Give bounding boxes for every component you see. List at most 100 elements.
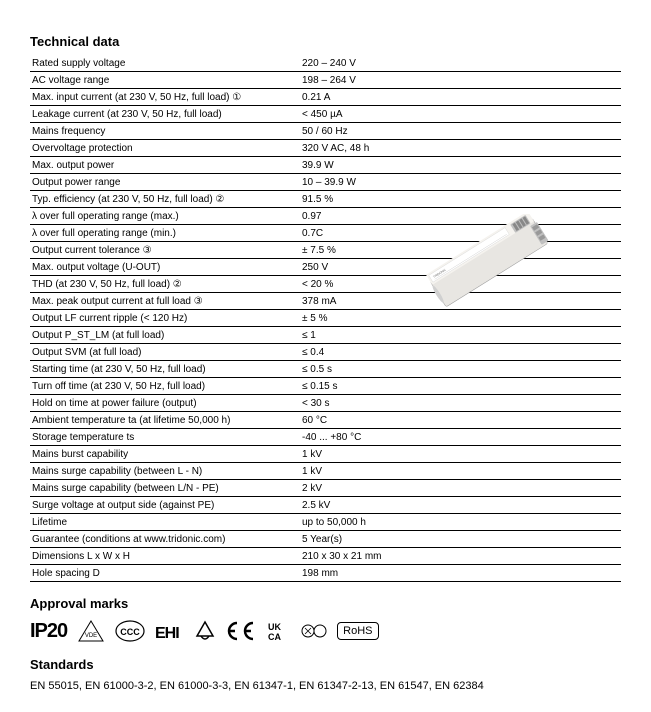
spec-label: Guarantee (conditions at www.tridonic.co… <box>30 531 300 548</box>
ce-mark-icon <box>227 620 257 642</box>
spec-value: 2 kV <box>300 480 621 497</box>
spec-label: Leakage current (at 230 V, 50 Hz, full l… <box>30 106 300 123</box>
spec-label: Lifetime <box>30 514 300 531</box>
spec-value: 220 – 240 V <box>300 55 621 72</box>
table-row: Rated supply voltage220 – 240 V <box>30 55 621 72</box>
spec-value: -40 ... +80 °C <box>300 429 621 446</box>
table-row: Guarantee (conditions at www.tridonic.co… <box>30 531 621 548</box>
spec-label: Output LF current ripple (< 120 Hz) <box>30 310 300 327</box>
table-row: Mains surge capability (between L/N - PE… <box>30 480 621 497</box>
spec-value: < 20 % <box>300 276 621 293</box>
selv-mark-icon <box>301 620 327 642</box>
spec-label: Dimensions L x W x H <box>30 548 300 565</box>
table-row: Max. peak output current at full load ③3… <box>30 293 621 310</box>
vde-mark-icon: VDE <box>77 619 105 643</box>
spec-value: up to 50,000 h <box>300 514 621 531</box>
spec-value: 2.5 kV <box>300 497 621 514</box>
spec-value: < 450 µA <box>300 106 621 123</box>
spec-value: 198 – 264 V <box>300 72 621 89</box>
spec-label: Rated supply voltage <box>30 55 300 72</box>
standards-title: Standards <box>30 657 621 672</box>
table-row: Turn off time (at 230 V, 50 Hz, full loa… <box>30 378 621 395</box>
spec-value: 91.5 % <box>300 191 621 208</box>
spec-value: ± 5 % <box>300 310 621 327</box>
spec-value: 50 / 60 Hz <box>300 123 621 140</box>
spec-value: ≤ 0.5 s <box>300 361 621 378</box>
approval-marks-row: IP20 VDE CCC EHI <box>30 619 621 643</box>
spec-label: THD (at 230 V, 50 Hz, full load) ② <box>30 276 300 293</box>
spec-label: Max. output voltage (U-OUT) <box>30 259 300 276</box>
spec-label: Hole spacing D <box>30 565 300 582</box>
table-row: Lifetimeup to 50,000 h <box>30 514 621 531</box>
svg-text:UK: UK <box>268 622 281 632</box>
standards-text: EN 55015, EN 61000-3-2, EN 61000-3-3, EN… <box>30 680 621 692</box>
table-row: Overvoltage protection320 V AC, 48 h <box>30 140 621 157</box>
spec-value: ≤ 0.15 s <box>300 378 621 395</box>
table-row: Typ. efficiency (at 230 V, 50 Hz, full l… <box>30 191 621 208</box>
spec-label: Max. output power <box>30 157 300 174</box>
ukca-mark-icon: UK CA <box>267 620 291 642</box>
ccc-mark-icon: CCC <box>115 620 145 642</box>
table-row: Max. input current (at 230 V, 50 Hz, ful… <box>30 89 621 106</box>
technical-data-title: Technical data <box>30 34 621 49</box>
table-row: Output power range10 – 39.9 W <box>30 174 621 191</box>
spec-label: Storage temperature ts <box>30 429 300 446</box>
spec-label: λ over full operating range (max.) <box>30 208 300 225</box>
spec-label: Output power range <box>30 174 300 191</box>
page-wrapper: Technical data Rated supply voltage220 –… <box>30 34 621 692</box>
rohs-mark: RoHS <box>337 622 378 640</box>
svg-text:EHI: EHI <box>155 625 179 642</box>
table-row: Max. output power39.9 W <box>30 157 621 174</box>
rcm-mark-icon <box>193 620 217 642</box>
spec-value: 0.97 <box>300 208 621 225</box>
table-row: Output LF current ripple (< 120 Hz)± 5 % <box>30 310 621 327</box>
table-row: Surge voltage at output side (against PE… <box>30 497 621 514</box>
eac-mark-icon: EHI <box>155 620 183 642</box>
table-row: λ over full operating range (min.)0.7C <box>30 225 621 242</box>
table-row: Starting time (at 230 V, 50 Hz, full loa… <box>30 361 621 378</box>
table-row: Mains burst capability1 kV <box>30 446 621 463</box>
table-row: Mains surge capability (between L - N)1 … <box>30 463 621 480</box>
spec-value: 1 kV <box>300 446 621 463</box>
spec-label: λ over full operating range (min.) <box>30 225 300 242</box>
spec-label: Output current tolerance ③ <box>30 242 300 259</box>
spec-value: 378 mA <box>300 293 621 310</box>
table-row: Hold on time at power failure (output)< … <box>30 395 621 412</box>
table-row: Output SVM (at full load)≤ 0.4 <box>30 344 621 361</box>
ip20-mark: IP20 <box>30 620 67 643</box>
spec-value: 5 Year(s) <box>300 531 621 548</box>
spec-label: Turn off time (at 230 V, 50 Hz, full loa… <box>30 378 300 395</box>
spec-value: ± 7.5 % <box>300 242 621 259</box>
svg-text:CA: CA <box>268 632 281 642</box>
spec-label: Max. input current (at 230 V, 50 Hz, ful… <box>30 89 300 106</box>
spec-label: Mains surge capability (between L - N) <box>30 463 300 480</box>
table-row: Leakage current (at 230 V, 50 Hz, full l… <box>30 106 621 123</box>
spec-label: Output P_ST_LM (at full load) <box>30 327 300 344</box>
table-row: Dimensions L x W x H210 x 30 x 21 mm <box>30 548 621 565</box>
spec-label: Mains surge capability (between L/N - PE… <box>30 480 300 497</box>
spec-label: Mains burst capability <box>30 446 300 463</box>
technical-data-table: Rated supply voltage220 – 240 VAC voltag… <box>30 55 621 582</box>
spec-value: 1 kV <box>300 463 621 480</box>
spec-value: 60 °C <box>300 412 621 429</box>
spec-label: Surge voltage at output side (against PE… <box>30 497 300 514</box>
spec-label: Typ. efficiency (at 230 V, 50 Hz, full l… <box>30 191 300 208</box>
spec-value: 0.7C <box>300 225 621 242</box>
table-row: Hole spacing D198 mm <box>30 565 621 582</box>
spec-label: AC voltage range <box>30 72 300 89</box>
spec-value: 10 – 39.9 W <box>300 174 621 191</box>
table-row: Max. output voltage (U-OUT)250 V <box>30 259 621 276</box>
spec-value: ≤ 1 <box>300 327 621 344</box>
table-row: THD (at 230 V, 50 Hz, full load) ②< 20 % <box>30 276 621 293</box>
approval-marks-title: Approval marks <box>30 596 621 611</box>
svg-text:CCC: CCC <box>120 627 140 637</box>
spec-label: Max. peak output current at full load ③ <box>30 293 300 310</box>
spec-label: Overvoltage protection <box>30 140 300 157</box>
table-row: Ambient temperature ta (at lifetime 50,0… <box>30 412 621 429</box>
table-row: AC voltage range198 – 264 V <box>30 72 621 89</box>
table-row: Storage temperature ts-40 ... +80 °C <box>30 429 621 446</box>
spec-value: 320 V AC, 48 h <box>300 140 621 157</box>
spec-value: < 30 s <box>300 395 621 412</box>
spec-value: 210 x 30 x 21 mm <box>300 548 621 565</box>
spec-value: 250 V <box>300 259 621 276</box>
